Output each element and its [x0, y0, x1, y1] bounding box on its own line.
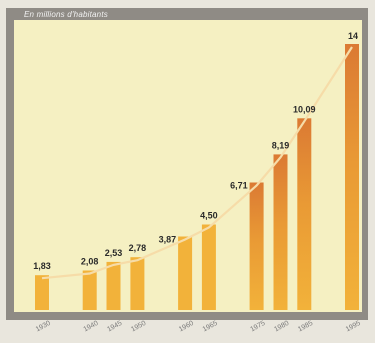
x-tick-1940: 1940	[82, 320, 99, 334]
bar-1950	[130, 257, 145, 310]
y-axis-label: En millions d'habitants	[24, 10, 108, 19]
bar-1930	[35, 275, 49, 310]
value-label-1975: 6,71	[230, 181, 248, 191]
bar-1980	[273, 154, 288, 310]
x-tick-1965: 1965	[202, 320, 219, 334]
bars-layer	[35, 44, 359, 310]
trend-line	[41, 46, 353, 280]
value-label-1940: 2,08	[81, 257, 99, 267]
x-tick-1975: 1975	[249, 320, 266, 334]
bar-1940	[82, 270, 97, 310]
value-label-1945: 2,53	[105, 248, 123, 258]
x-tick-1950: 1950	[130, 320, 147, 334]
bar-1945	[106, 261, 121, 310]
value-label-1985: 10,09	[293, 104, 316, 114]
x-tick-1995: 1995	[345, 320, 362, 334]
x-tick-1980: 1980	[273, 320, 290, 334]
value-label-1960: 3,87	[159, 235, 177, 245]
value-label-1995: 14	[348, 31, 358, 41]
x-tick-1930: 1930	[35, 320, 52, 334]
x-tick-labels-layer: 1930 1940 1945 1950 1960 1965 1975 1980 1985 1995	[35, 320, 362, 334]
bar-1960	[178, 236, 193, 310]
bar-1985	[297, 118, 312, 310]
x-tick-1985: 1985	[297, 320, 314, 334]
x-tick-1945: 1945	[106, 320, 123, 334]
bar-1965	[201, 224, 216, 310]
value-label-1965: 4,50	[200, 211, 218, 221]
bar-1995	[345, 44, 359, 310]
x-tick-1960: 1960	[178, 320, 195, 334]
value-label-1930: 1,83	[33, 261, 51, 271]
value-label-1950: 2,78	[129, 243, 147, 253]
value-label-1980: 8,19	[272, 140, 290, 150]
value-labels-layer: 1,83 2,08 2,53 2,78 3,87 4,50 6,71 8,19 10,09 14	[33, 31, 358, 271]
bar-1975	[249, 182, 264, 310]
